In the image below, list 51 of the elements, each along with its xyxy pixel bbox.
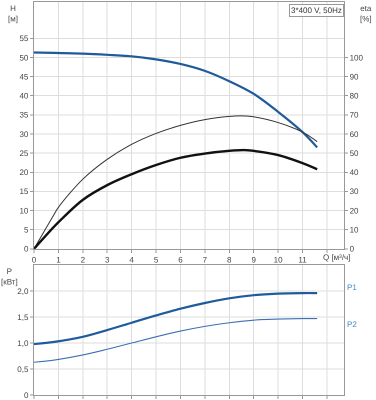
y2-tick-label: 80 [350,92,360,101]
x-tick-label: 3 [105,255,110,264]
y-tick-label: 1,5 [17,312,29,322]
y-tick-label: 0 [24,244,29,254]
x-tick-label: 0 [32,255,37,264]
y-tick-label: 0,5 [17,364,29,374]
x-tick-label: 7 [202,255,208,264]
line-series [34,148,318,249]
y-axis-title: P [кВт] [1,267,18,286]
text: P2 [347,320,358,329]
y-tick-label: 2,0 [17,286,29,296]
x-tick-label: 9 [251,255,256,264]
x-tick-label: 2 [80,255,86,264]
y-tick-label: 55 [19,34,29,44]
y2-tick-label: 70 [350,110,360,120]
line-series [34,292,318,346]
x-tick-label: 6 [178,255,184,264]
x-tick-label: 1 [56,255,62,264]
y-tick-label: 10 [19,206,29,216]
y-tick-label: 50 [19,53,29,62]
y-tick-label: 30 [19,130,29,139]
y2-tick-label: 0 [350,244,355,254]
x-tick-label: 4 [129,255,134,264]
y2-tick-label: 60 [350,130,360,139]
y-tick-label: 5 [24,226,29,235]
y-tick-label: 15 [19,187,29,196]
text: P1 [347,283,358,292]
y-tick-label: 25 [19,148,29,158]
x-tick-label: 5 [154,255,159,264]
y2-tick-label: 100 [350,53,364,62]
y2-tick-label: 10 [350,226,360,235]
y-tick-label: 35 [19,110,29,120]
y-tick-label: 0 [24,390,29,400]
x-axis-title: Q [м³/ч] [323,253,350,262]
y-axis-title: H [м] [8,4,18,24]
y-tick-label: 45 [19,72,29,82]
y2-tick-label: 20 [350,206,360,216]
x-tick-label: 10 [274,255,284,264]
y2-tick-label: 50 [350,148,360,158]
line-series [34,51,318,149]
y2-tick-label: 90 [350,72,360,82]
text: 3*400 V, 50Hz [291,6,342,15]
y-tick-label: 20 [19,168,29,178]
x-tick-label: 11 [298,255,308,264]
line-series [34,318,318,363]
y2-axis-title: eta [%] [360,4,372,24]
x-tick-label: 8 [227,255,232,264]
y2-tick-label: 40 [350,168,360,178]
y-tick-label: 40 [19,92,29,101]
y-tick-label: 1,0 [17,338,29,348]
y2-tick-label: 30 [350,187,360,196]
